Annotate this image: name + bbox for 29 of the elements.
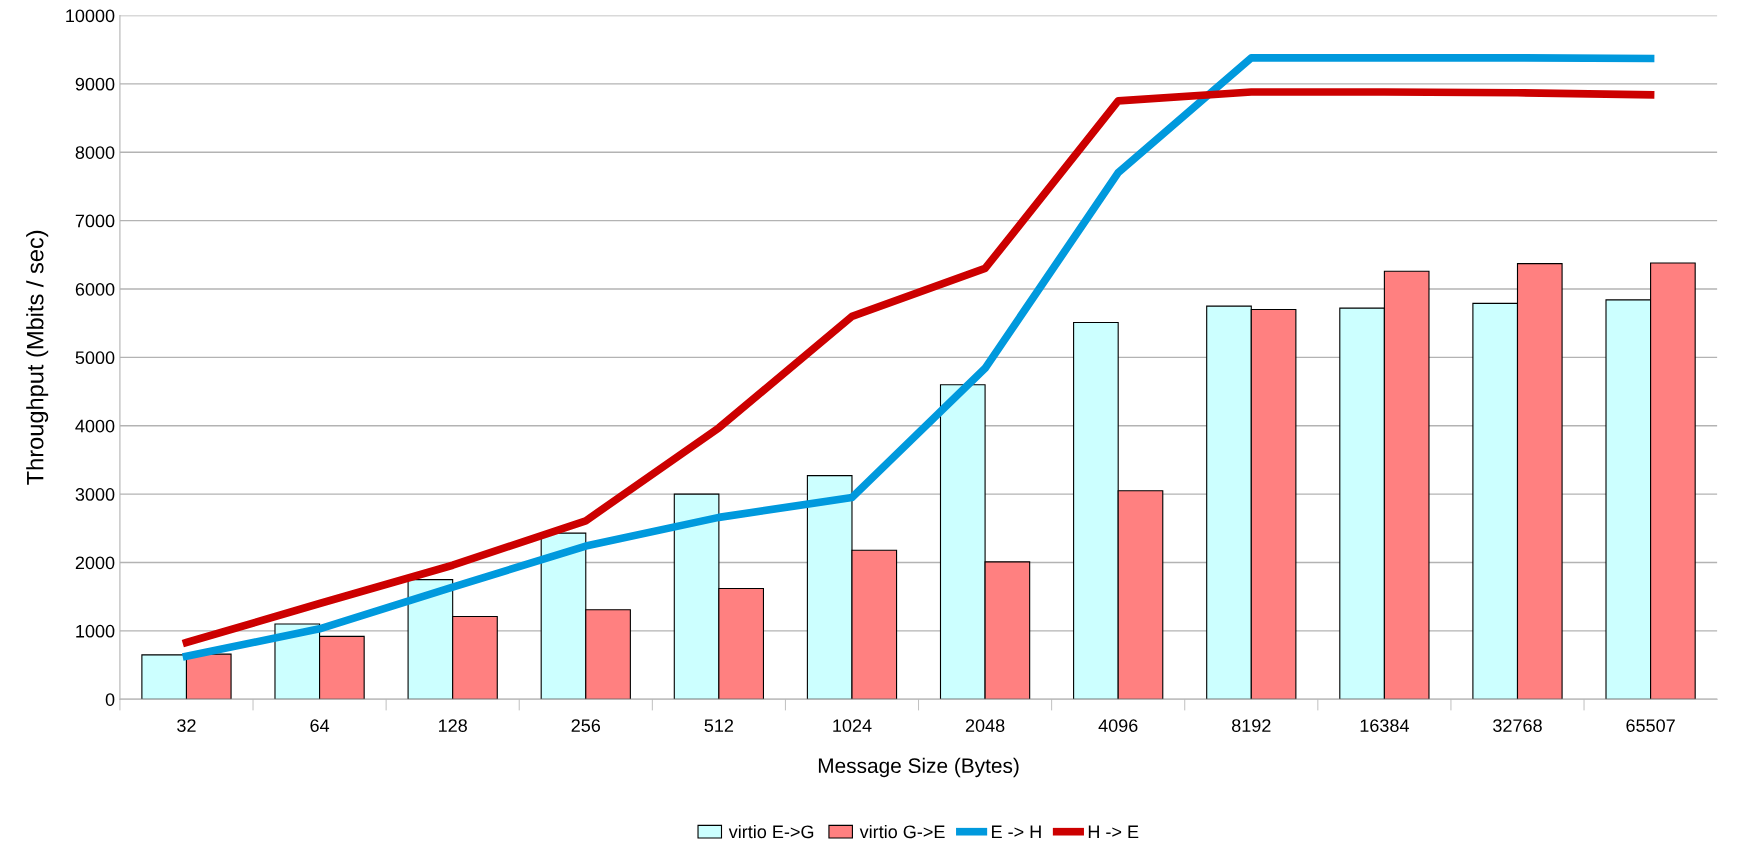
y-axis-title: Throughput (Mbits / sec) xyxy=(26,230,49,485)
y-tick-label: 8000 xyxy=(75,146,115,159)
y-tick-label: 4000 xyxy=(75,419,115,433)
y-tick-label: 0 xyxy=(105,693,115,706)
x-tick-label: 256 xyxy=(571,719,601,732)
y-tick-label: 1000 xyxy=(76,624,115,638)
legend-label: E -> H xyxy=(992,825,1041,839)
x-tick-label: 8192 xyxy=(1231,719,1271,732)
x-tick-label: 65507 xyxy=(1626,719,1675,732)
x-tick-label: 512 xyxy=(704,719,734,732)
x-tick-label: 32 xyxy=(177,719,196,732)
x-tick-label: 2048 xyxy=(965,719,1005,732)
legend-label: H -> E xyxy=(1088,825,1139,839)
x-tick-label: 16384 xyxy=(1360,719,1409,732)
x-tick-label: 4096 xyxy=(1098,719,1138,732)
x-axis-title: Message Size (Bytes) xyxy=(818,757,1019,778)
legend-label: virtio G->E xyxy=(859,824,945,839)
x-tick-label: 128 xyxy=(438,719,467,732)
y-tick-label: 10000 xyxy=(66,9,115,23)
x-tick-label: 1024 xyxy=(833,719,872,732)
y-tick-label: 2000 xyxy=(75,556,115,570)
y-tick-label: 3000 xyxy=(75,488,115,501)
x-tick-label: 64 xyxy=(310,719,330,732)
y-tick-label: 5000 xyxy=(75,351,115,365)
y-tick-label: 6000 xyxy=(75,282,115,296)
legend-label: virtio E->G xyxy=(728,824,814,839)
x-tick-label: 32768 xyxy=(1493,719,1542,732)
y-tick-label: 7000 xyxy=(75,214,115,228)
y-tick-label: 9000 xyxy=(75,77,115,91)
